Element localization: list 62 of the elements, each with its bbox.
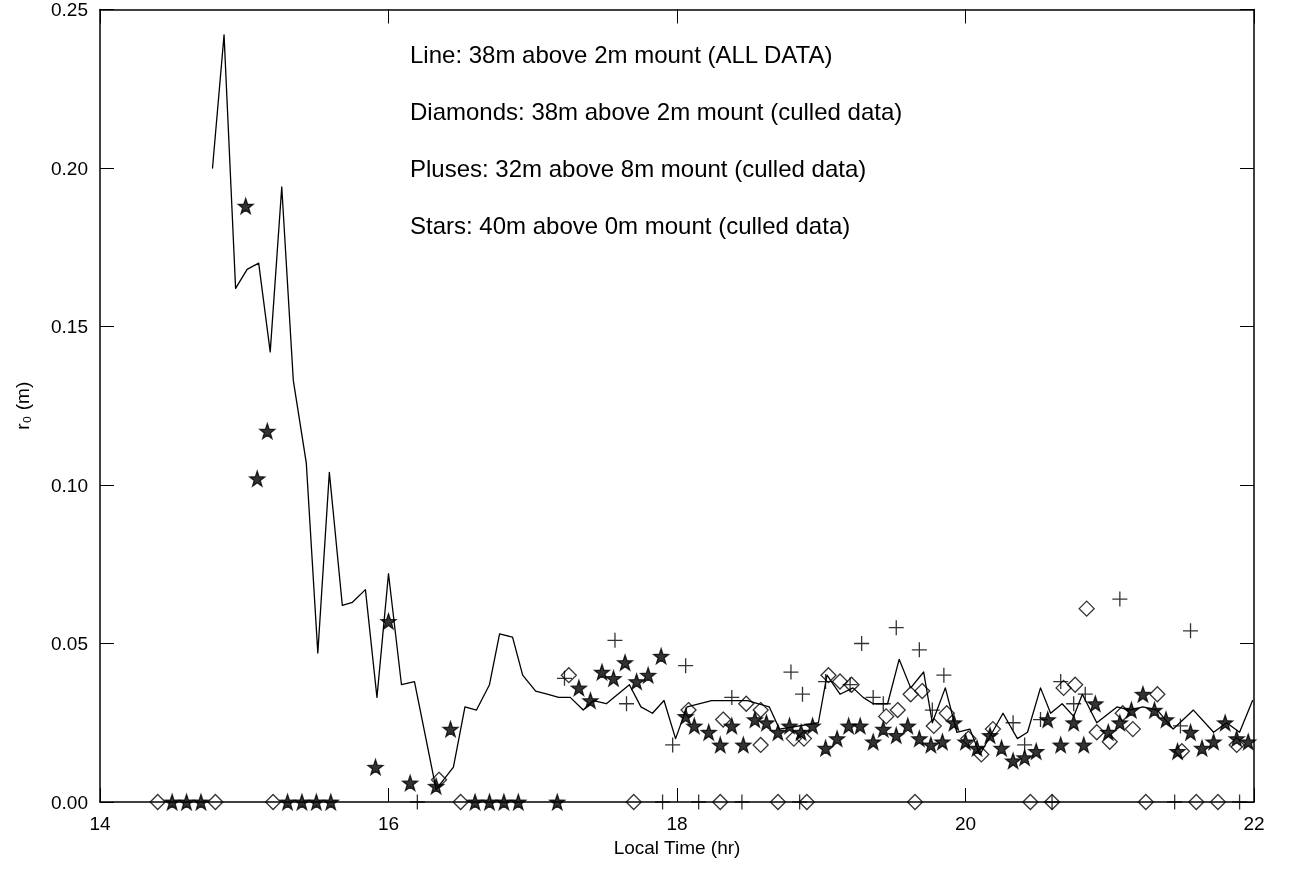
point bbox=[264, 793, 282, 811]
point bbox=[715, 711, 732, 728]
point bbox=[207, 793, 224, 811]
annotation: Diamonds: 38m above 2m mount (culled data) bbox=[410, 97, 903, 125]
point bbox=[1188, 793, 1205, 811]
x-tick-label: 22 bbox=[1243, 813, 1265, 834]
x-axis-title: Local Time (hr) bbox=[613, 837, 741, 858]
x-tick-label: 14 bbox=[89, 813, 111, 834]
point bbox=[973, 746, 990, 763]
point bbox=[794, 686, 811, 703]
y-tick-label: 0.00 bbox=[51, 791, 88, 813]
point bbox=[1078, 600, 1095, 617]
point bbox=[820, 667, 837, 684]
point bbox=[1149, 686, 1166, 703]
point bbox=[914, 682, 931, 700]
point bbox=[902, 686, 919, 703]
point bbox=[618, 695, 635, 712]
point bbox=[791, 793, 808, 811]
point bbox=[831, 673, 849, 690]
point bbox=[1022, 793, 1039, 811]
point bbox=[889, 701, 906, 719]
point bbox=[1124, 720, 1141, 738]
point bbox=[1066, 676, 1084, 693]
y-tick-label: 0.25 bbox=[51, 0, 88, 20]
point bbox=[938, 705, 955, 722]
point bbox=[1182, 622, 1199, 639]
point bbox=[1209, 793, 1227, 811]
point bbox=[1137, 793, 1154, 811]
point bbox=[625, 793, 642, 811]
x-tick-label: 16 bbox=[377, 813, 400, 834]
annotation: Stars: 40m above 0m mount (culled data) bbox=[410, 211, 851, 239]
point bbox=[1055, 679, 1072, 697]
annotation: Pluses: 32m above 8m mount (culled data) bbox=[410, 154, 867, 182]
y-tick-label: 0.20 bbox=[51, 157, 88, 179]
point bbox=[878, 708, 895, 725]
point bbox=[785, 730, 802, 747]
point bbox=[906, 793, 924, 811]
point bbox=[798, 793, 815, 811]
y-axis-title: r₀ (m) bbox=[12, 381, 33, 430]
point bbox=[149, 793, 166, 811]
point bbox=[769, 793, 787, 811]
point bbox=[752, 701, 769, 719]
point bbox=[1231, 793, 1248, 811]
point bbox=[556, 670, 573, 687]
point bbox=[1088, 724, 1105, 741]
point bbox=[654, 793, 671, 811]
x-tick-label: 20 bbox=[954, 813, 977, 834]
point bbox=[560, 667, 577, 684]
point bbox=[925, 717, 942, 735]
point bbox=[452, 793, 469, 811]
point bbox=[1172, 717, 1189, 735]
point bbox=[853, 635, 870, 652]
point bbox=[960, 730, 977, 747]
point bbox=[712, 793, 729, 811]
x-tick-label: 18 bbox=[666, 813, 688, 834]
y-tick-label: 0.15 bbox=[51, 316, 88, 337]
point bbox=[738, 695, 755, 712]
annotation: Line: 38m above 2m mount (ALL DATA) bbox=[410, 40, 833, 68]
y-tick-label: 0.05 bbox=[51, 633, 88, 654]
point bbox=[795, 730, 813, 747]
point bbox=[752, 736, 769, 754]
y-tick-label: 0.10 bbox=[51, 474, 88, 496]
